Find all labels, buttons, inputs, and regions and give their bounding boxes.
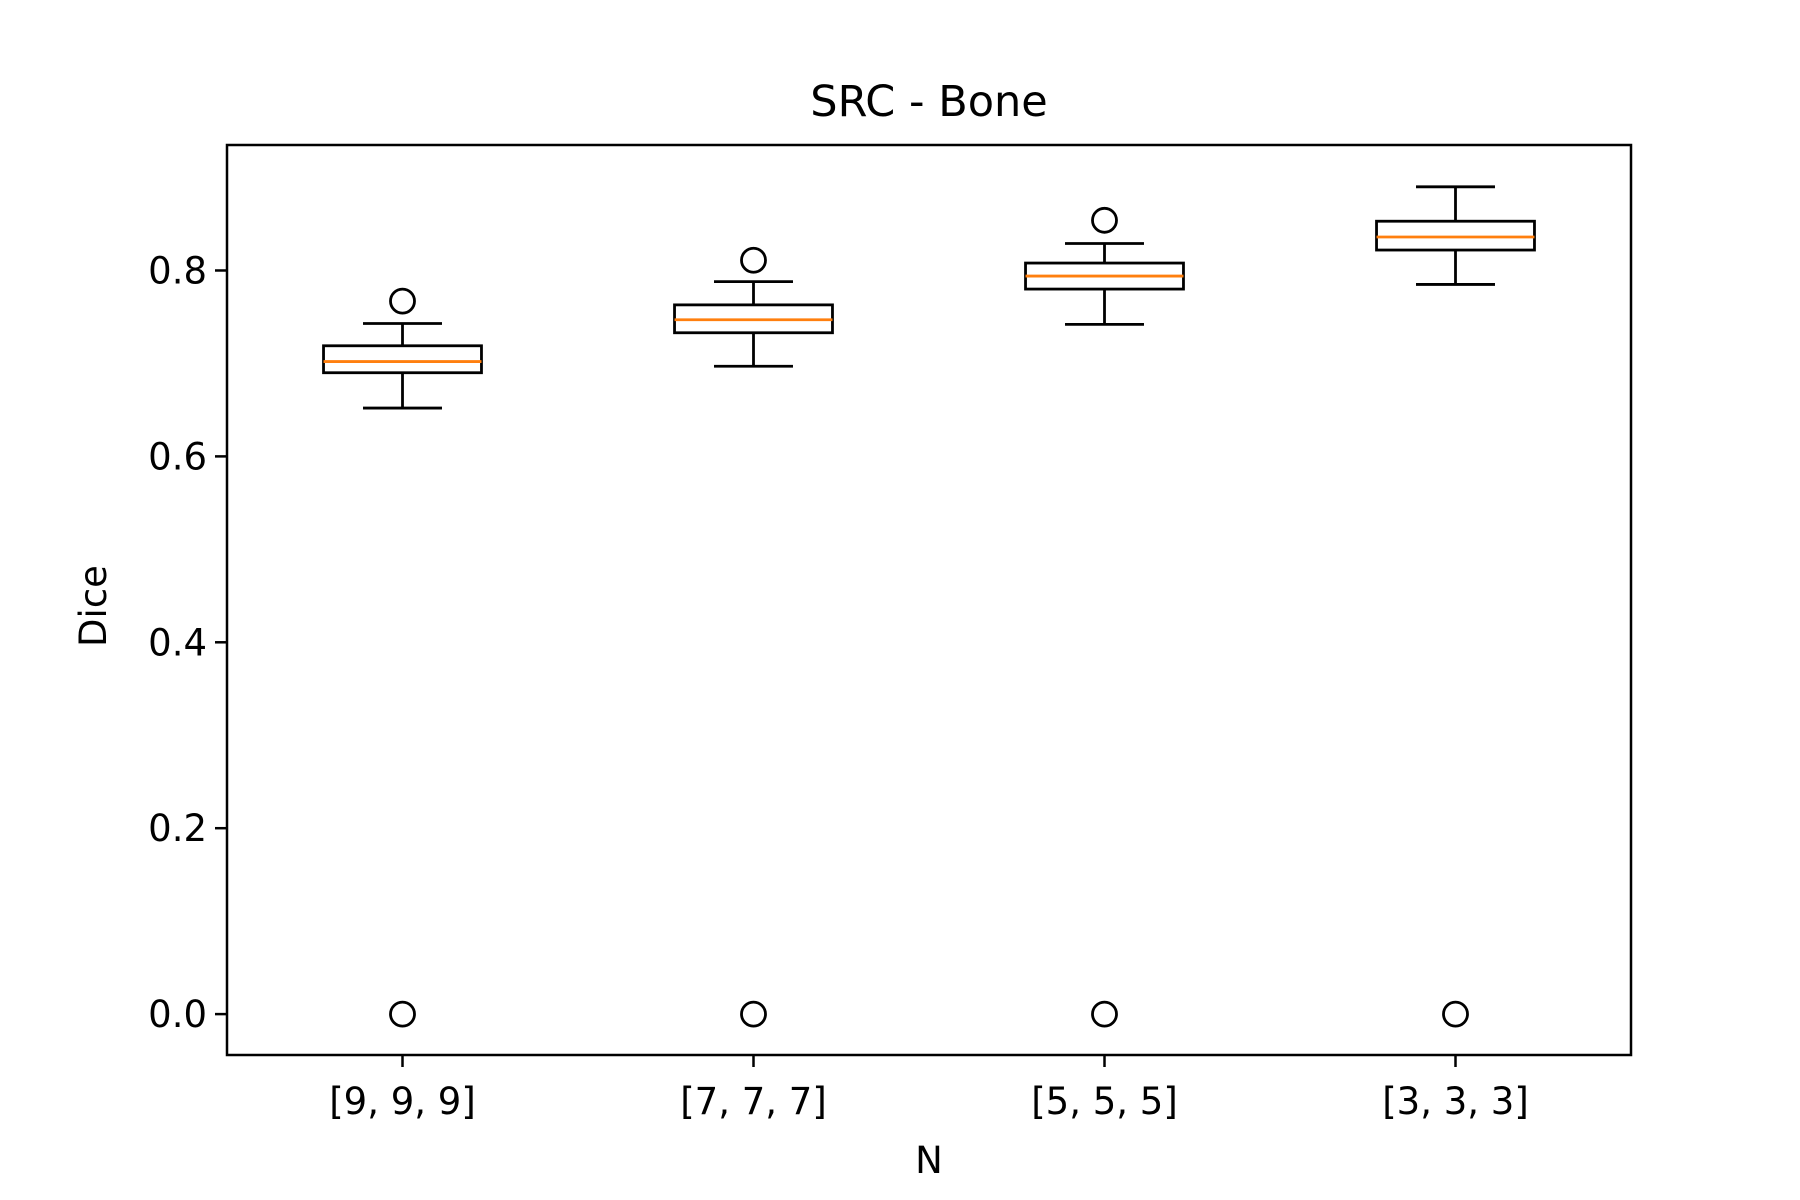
x-tick-label: [7, 7, 7]	[680, 1080, 827, 1123]
x-axis: [9, 9, 9] [7, 7, 7] [5, 5, 5] [3, 3, 3]	[329, 1055, 1529, 1123]
x-axis-label: N	[915, 1139, 943, 1182]
outlier-point	[1091, 206, 1118, 234]
outlier-point	[389, 287, 416, 315]
y-tick-label: 0.4	[148, 621, 207, 664]
y-axis: 0.0 0.2 0.4 0.6 0.8	[148, 249, 227, 1036]
x-tick-label: [3, 3, 3]	[1382, 1080, 1529, 1123]
outlier-point	[740, 246, 767, 274]
y-tick-label: 0.0	[148, 993, 207, 1036]
chart-title: SRC - Bone	[810, 77, 1047, 127]
box-group	[1024, 206, 1185, 1028]
plot-area	[322, 185, 1536, 1028]
y-tick-label: 0.6	[148, 435, 207, 478]
box-group	[322, 287, 483, 1028]
outlier-point	[1091, 1000, 1118, 1028]
box-group	[1375, 185, 1536, 1028]
box-group	[673, 246, 834, 1028]
outlier-point	[1442, 1000, 1469, 1028]
box	[322, 344, 483, 375]
outlier-point	[389, 1000, 416, 1028]
plot-frame	[225, 143, 1633, 1057]
x-tick-label: [5, 5, 5]	[1031, 1080, 1178, 1123]
outlier-point	[740, 1000, 767, 1028]
y-tick-label: 0.8	[148, 249, 207, 292]
x-tick-label: [9, 9, 9]	[329, 1080, 476, 1123]
y-axis-label: Dice	[72, 565, 115, 647]
y-tick-label: 0.2	[148, 807, 207, 850]
